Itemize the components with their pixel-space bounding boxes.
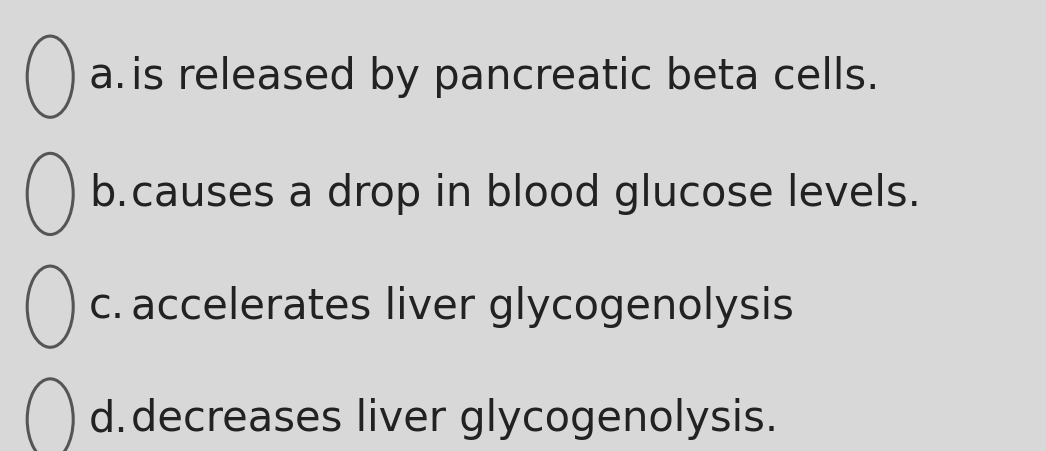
Text: a.: a. bbox=[89, 55, 128, 98]
Text: c.: c. bbox=[89, 285, 126, 328]
Text: decreases liver glycogenolysis.: decreases liver glycogenolysis. bbox=[131, 398, 778, 441]
Text: d.: d. bbox=[89, 398, 129, 441]
Text: b.: b. bbox=[89, 173, 129, 215]
Text: is released by pancreatic beta cells.: is released by pancreatic beta cells. bbox=[131, 55, 879, 98]
Text: accelerates liver glycogenolysis: accelerates liver glycogenolysis bbox=[131, 285, 794, 328]
Text: causes a drop in blood glucose levels.: causes a drop in blood glucose levels. bbox=[131, 173, 920, 215]
